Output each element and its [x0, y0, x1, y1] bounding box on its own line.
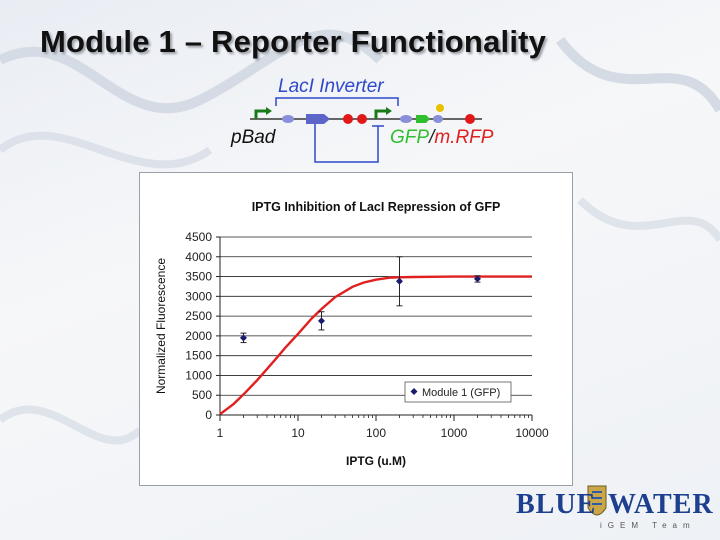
y-tick-label: 500 — [192, 388, 212, 402]
gfp-coding-icon — [416, 115, 430, 123]
y-tick-label: 1500 — [185, 349, 212, 363]
legend-label: Module 1 (GFP) — [422, 387, 500, 399]
x-tick-label: 100 — [366, 426, 386, 440]
bluewater-logo — [587, 485, 607, 516]
promoter-label: pBad — [231, 127, 276, 148]
laci-coding-icon — [306, 114, 330, 124]
chart: IPTG Inhibition of LacI Repression of GF… — [154, 200, 549, 468]
data-point — [239, 334, 247, 342]
y-tick-label: 4500 — [185, 230, 212, 244]
promoter-plac-icon — [374, 109, 388, 119]
repression-line — [314, 124, 384, 163]
chart-title: IPTG Inhibition of LacI Repression of GF… — [252, 200, 501, 214]
inverter-bracket — [275, 97, 399, 106]
logo-subtitle: iGEM Team — [600, 521, 696, 530]
fit-curve — [219, 275, 532, 416]
data-point — [317, 317, 325, 325]
logo-left-word: BLUE — [516, 489, 597, 520]
inverter-label: LacI Inverter — [278, 76, 384, 97]
x-tick-label: 1 — [217, 426, 224, 440]
legend-marker — [410, 388, 418, 395]
promoter-pbad-icon — [254, 109, 268, 119]
chart-panel: IPTG Inhibition of LacI Repression of GF… — [139, 172, 573, 486]
rbs-icon — [282, 115, 294, 123]
rbs-icon — [400, 115, 412, 123]
y-tick-label: 3500 — [185, 270, 212, 284]
terminator-icon — [357, 114, 367, 124]
x-tick-label: 1000 — [441, 426, 468, 440]
rbs-icon — [433, 115, 443, 123]
data-point — [473, 275, 481, 283]
slide-title: Module 1 – Reporter Functionality — [40, 24, 547, 59]
reporter-gfp: GFP — [390, 127, 430, 148]
x-tick-label: 10 — [291, 426, 305, 440]
reporter-mrfp: m.RFP — [434, 127, 494, 148]
x-tick-label: 10000 — [515, 426, 549, 440]
y-tick-label: 4000 — [185, 250, 212, 264]
legend-box — [404, 381, 512, 403]
y-tick-label: 1000 — [185, 368, 212, 382]
y-tick-label: 2500 — [185, 309, 212, 323]
logo-right-word: WATER — [608, 489, 714, 520]
data-point — [395, 277, 403, 285]
lightbulb-icon — [436, 104, 444, 112]
shield-icon — [587, 485, 607, 516]
genetic-circuit-diagram — [250, 97, 482, 163]
terminator-icon — [465, 114, 475, 124]
reporter-label: GFP/m.RFP — [390, 127, 493, 149]
terminator-icon — [343, 114, 353, 124]
x-axis-label: IPTG (u.M) — [346, 454, 406, 468]
y-tick-label: 3000 — [185, 289, 212, 303]
y-tick-label: 0 — [205, 408, 212, 422]
reporter-slash: / — [429, 127, 435, 148]
y-tick-label: 2000 — [185, 329, 212, 343]
y-axis-label: Normalized Fluorescence — [154, 258, 168, 394]
